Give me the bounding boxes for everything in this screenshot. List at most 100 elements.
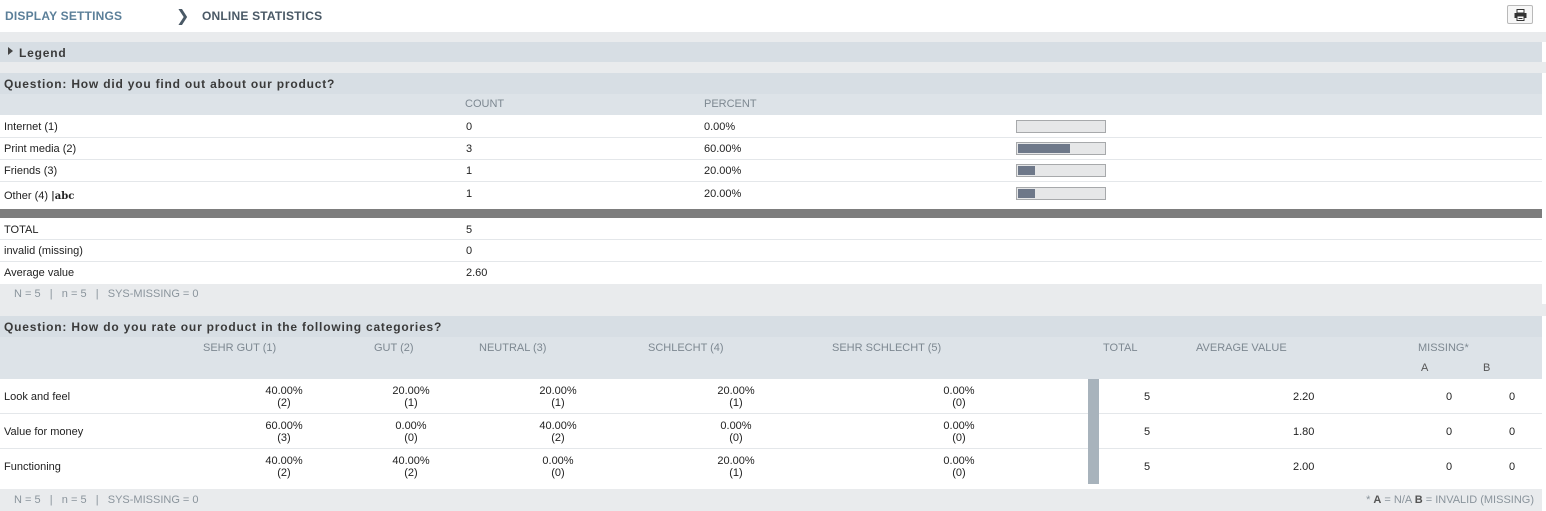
cell-count: (1) [404,397,418,409]
footnote-a: A [1373,494,1382,506]
cell-percent: 20.00% [717,455,755,467]
printer-icon [1514,9,1527,21]
table-row: Friends (3) 1 20.00% [0,160,1542,182]
row-missing-a: 0 [1446,426,1453,438]
cell-percent: 40.00% [539,420,577,432]
percent-bar-fill [1018,166,1035,175]
row-percent: 20.00% [704,188,742,200]
matrix-cell: 0.00% (0) [371,420,451,444]
spacer [0,62,1546,73]
percent-bar-fill [1018,144,1070,153]
footer-stats: N = 5 | n = 5 | SYS-MISSING = 0 [14,288,199,300]
cell-percent: 20.00% [539,385,577,397]
row-missing-b: 0 [1509,426,1516,438]
chevron-right-icon: ❯ [176,8,190,25]
row-total: 5 [1144,461,1151,473]
summary-value: 0 [466,245,473,257]
col-header-very-bad: SEHR SCHLECHT (5) [832,342,942,354]
cell-percent: 40.00% [265,455,303,467]
matrix-cell: 40.00% (2) [244,455,324,479]
matrix-cell: 40.00% (2) [371,455,451,479]
matrix-cell: 20.00% (1) [518,385,598,409]
row-total: 5 [1144,426,1151,438]
matrix-cell: 0.00% (0) [696,420,776,444]
summary-value: 2.60 [466,267,488,279]
question-2-footer: N = 5 | n = 5 | SYS-MISSING = 0 * A = N/… [0,489,1542,511]
table-row: Other (4) |abc 1 20.00% [0,182,1542,209]
row-count: 0 [466,121,473,133]
text-answer-icon[interactable]: |abc [51,191,75,202]
cell-count: (0) [952,432,966,444]
question-2-column-headers: SEHR GUT (1) GUT (2) NEUTRAL (3) SCHLECH… [0,337,1542,379]
row-average: 2.20 [1293,391,1315,403]
top-bar: DISPLAY SETTINGS ❯ ONLINE STATISTICS [0,0,1546,32]
legend-toggle[interactable]: Legend [0,42,1542,62]
footnote-b: B [1414,494,1423,506]
row-percent: 0.00% [704,121,736,133]
row-label: Value for money [4,426,84,438]
row-count: 1 [466,165,473,177]
table-row: Functioning 40.00% (2) 40.00% (2) 0.00% (0)… [0,449,1542,484]
cell-count: (2) [277,397,291,409]
row-label: Functioning [4,461,61,473]
row-missing-b: 0 [1509,461,1516,473]
col-header-missing: MISSING* [1418,342,1469,354]
matrix-separator [1088,379,1099,484]
missing-footnote: * A = N/A B = INVALID (MISSING) [1366,494,1534,506]
table-row: Look and feel 40.00% (2) 20.00% (1) 20.00%… [0,379,1542,414]
breadcrumb-current: ONLINE STATISTICS [202,9,323,23]
spacer [0,32,1546,42]
row-missing-b: 0 [1509,391,1516,403]
cell-percent: 0.00% [943,455,975,467]
cell-percent: 40.00% [392,455,430,467]
footer-stats: N = 5 | n = 5 | SYS-MISSING = 0 [14,494,199,506]
matrix-cell: 20.00% (1) [696,385,776,409]
col-header-bad: SCHLECHT (4) [648,342,724,354]
cell-percent: 40.00% [265,385,303,397]
question-1-footer: N = 5 | n = 5 | SYS-MISSING = 0 [0,284,1542,304]
table-row: Value for money 60.00% (3) 0.00% (0) 40.00… [0,414,1542,449]
summary-label: TOTAL [4,224,39,236]
row-count: 3 [466,143,473,155]
percent-bar-fill [1018,189,1035,198]
percent-bar [1016,142,1106,155]
summary-row: TOTAL 5 [0,218,1542,240]
table-divider [0,209,1542,218]
cell-count: (0) [952,467,966,479]
col-header-percent: PERCENT [704,98,757,110]
question-2-header: Question: How do you rate our product in… [0,316,1542,337]
cell-percent: 20.00% [717,385,755,397]
spacer [0,304,1546,316]
matrix-cell: 0.00% (0) [919,455,999,479]
matrix-cell: 20.00% (1) [371,385,451,409]
cell-count: (0) [729,432,743,444]
cell-percent: 60.00% [265,420,303,432]
question-2-title: Question: How do you rate our product in… [4,320,443,334]
row-label: Look and feel [4,391,71,403]
summary-row: invalid (missing) 0 [0,240,1542,262]
text-answer-icon-label: abc [54,191,75,202]
cell-count: (1) [551,397,565,409]
row-percent: 60.00% [704,143,742,155]
col-header-missing-b: B [1483,362,1491,374]
cell-count: (0) [404,432,418,444]
cell-count: (2) [551,432,565,444]
matrix-cell: 0.00% (0) [518,455,598,479]
matrix-cell: 40.00% (2) [518,420,598,444]
row-label: Other (4) |abc [4,190,74,202]
breadcrumb-display-settings[interactable]: DISPLAY SETTINGS [5,9,123,23]
row-total: 5 [1144,391,1151,403]
cell-percent: 0.00% [943,385,975,397]
percent-bar [1016,164,1106,177]
col-header-missing-a: A [1421,362,1429,374]
row-missing-a: 0 [1446,391,1453,403]
summary-value: 5 [466,224,473,236]
footnote-prefix: * [1366,494,1374,506]
question-1-title: Question: How did you find out about our… [4,77,336,91]
row-label: Print media (2) [4,143,77,155]
footnote-mid: = N/A [1381,494,1415,506]
cell-percent: 20.00% [392,385,430,397]
print-button[interactable] [1507,5,1533,24]
row-label-text: Other (4) [4,190,49,202]
matrix-cell: 40.00% (2) [244,385,324,409]
